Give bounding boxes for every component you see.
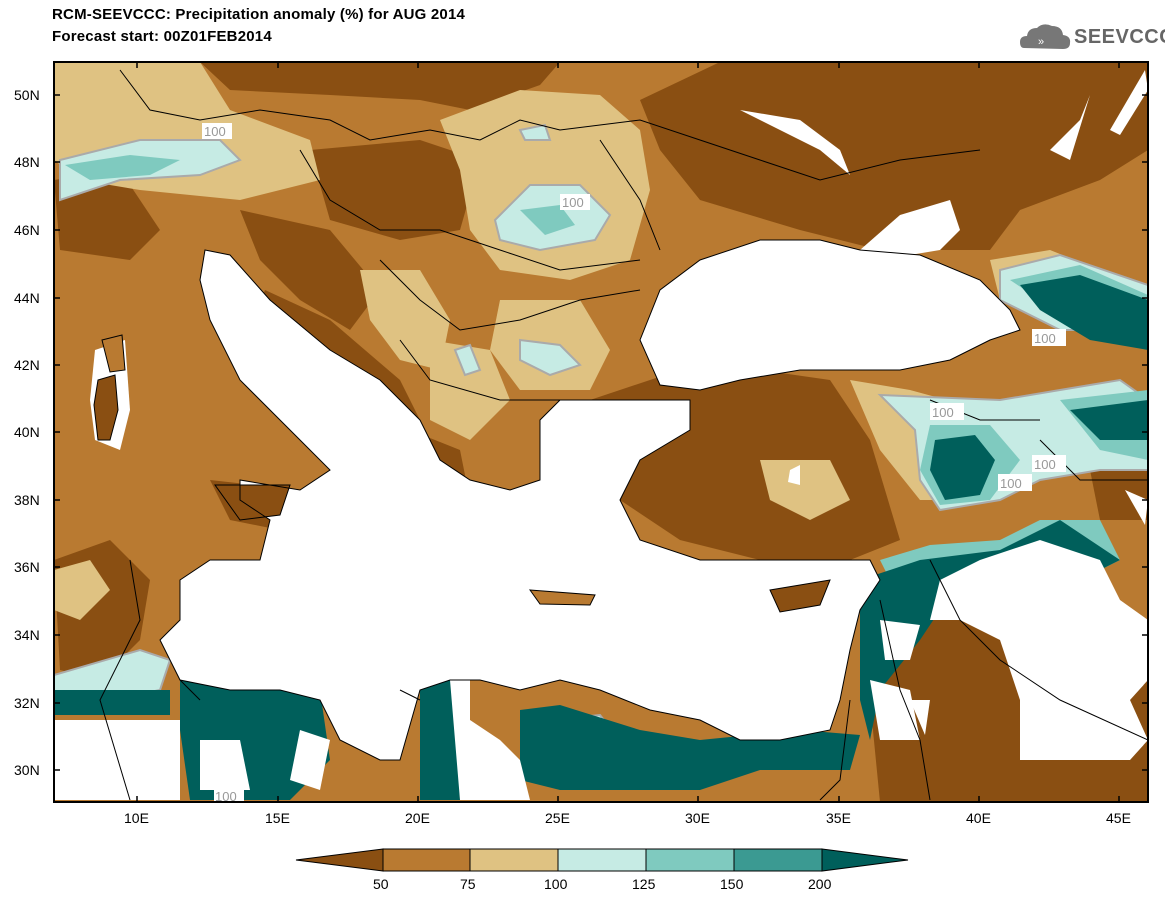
colorbar-segment xyxy=(382,848,471,872)
colorbar-right-arrow xyxy=(821,848,909,872)
contour-label: 100 xyxy=(1000,476,1022,491)
lat-label: 46N xyxy=(14,222,40,238)
islands xyxy=(93,334,831,613)
logo-text: SEEVCCC xyxy=(1074,26,1165,48)
lat-label: 32N xyxy=(14,695,40,711)
colorbar-tick: 75 xyxy=(460,876,476,892)
colorbar-segment xyxy=(557,848,647,872)
contour-labels: 100 100 100 100 100 100 100 xyxy=(202,123,1066,804)
contour-label: 100 xyxy=(562,195,584,210)
colorbar-segment xyxy=(733,848,823,872)
colorbar-tick: 125 xyxy=(632,876,656,892)
lon-label: 25E xyxy=(545,810,570,826)
colorbar-tick: 150 xyxy=(720,876,744,892)
lon-axis xyxy=(136,62,1120,802)
lat-label: 50N xyxy=(14,87,40,103)
cloud-icon: » xyxy=(1020,24,1071,49)
colorbar-segment xyxy=(469,848,559,872)
seevccc-logo: » SEEVCCC xyxy=(1018,18,1165,58)
contour-label: 100 xyxy=(1034,331,1056,346)
lon-label: 35E xyxy=(826,810,851,826)
lat-label: 48N xyxy=(14,154,40,170)
contour-label: 100 xyxy=(1034,457,1056,472)
lat-label: 34N xyxy=(14,627,40,643)
lat-tick-labels: 50N 48N 46N 44N 42N 40N 38N 36N 34N 32N … xyxy=(14,87,40,778)
lat-label: 36N xyxy=(14,559,40,575)
lon-tick-labels: 10E 15E 20E 25E 30E 35E 40E 45E xyxy=(124,810,1131,826)
lat-label: 30N xyxy=(14,762,40,778)
lakes-and-gaps xyxy=(740,70,1148,735)
contour-label: 100 xyxy=(215,789,237,804)
lon-label: 30E xyxy=(685,810,710,826)
colorbar-tick: 50 xyxy=(373,876,389,892)
forecast-start-label: Forecast start: 00Z01FEB2014 xyxy=(52,28,272,45)
lon-label: 10E xyxy=(124,810,149,826)
lat-label: 38N xyxy=(14,492,40,508)
map-title: RCM-SEEVCCC: Precipitation anomaly (%) f… xyxy=(52,6,466,23)
colorbar-tick: 100 xyxy=(544,876,568,892)
lat-label: 42N xyxy=(14,357,40,373)
lon-label: 40E xyxy=(966,810,991,826)
contour-label: 100 xyxy=(932,405,954,420)
colorbar-segment xyxy=(645,848,735,872)
svg-text:»: » xyxy=(1038,36,1044,48)
lat-axis xyxy=(54,94,1148,771)
lon-label: 15E xyxy=(265,810,290,826)
colorbar-left-arrow xyxy=(295,848,384,872)
colorbar: 50 75 100 125 150 200 xyxy=(295,848,909,892)
contour-label: 100 xyxy=(204,124,226,139)
lon-label: 45E xyxy=(1106,810,1131,826)
sea-mask xyxy=(54,200,1148,800)
lat-label: 44N xyxy=(14,290,40,306)
colorbar-tick: 200 xyxy=(808,876,832,892)
lon-label: 20E xyxy=(405,810,430,826)
lat-label: 40N xyxy=(14,424,40,440)
